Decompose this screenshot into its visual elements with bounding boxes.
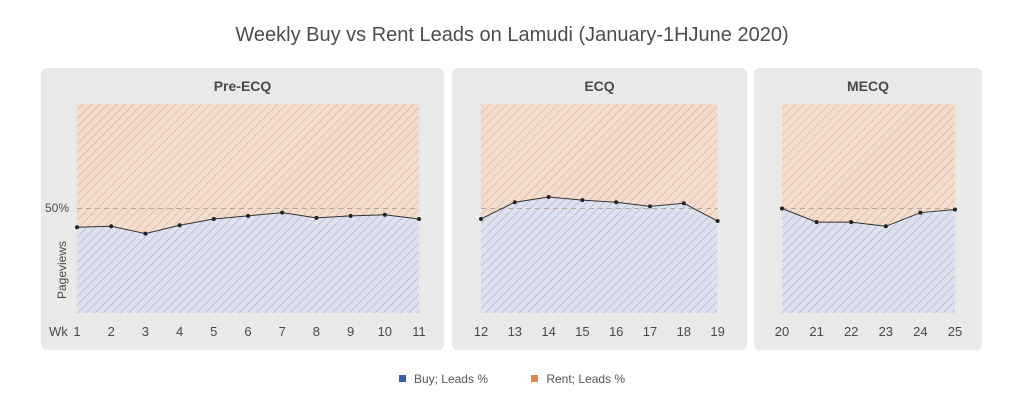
x-tick-wk-21: 21 [809, 324, 823, 339]
buy-point-wk-24 [918, 210, 923, 215]
buy-point-wk-15 [580, 198, 585, 203]
buy-point-wk-12 [479, 216, 483, 221]
buy-point-wk-5 [211, 216, 216, 221]
buy-point-wk-8 [314, 215, 319, 220]
buy-point-wk-7 [280, 210, 285, 215]
x-tick-wk-3: 3 [142, 324, 149, 339]
x-tick-wk-23: 23 [879, 324, 893, 339]
rent-area-mecq [782, 104, 955, 227]
x-tick-wk-2: 2 [108, 324, 115, 339]
buy-point-wk-3 [143, 231, 148, 236]
x-tick-wk-13: 13 [508, 324, 522, 339]
x-tick-wk-17: 17 [643, 324, 657, 339]
legend-item-rent: Rent; Leads % [531, 372, 625, 386]
legend-swatch-buy [398, 375, 406, 383]
buy-point-wk-16 [614, 200, 619, 205]
buy-point-wk-17 [648, 204, 652, 209]
legend: Buy; Leads % Rent; Leads % [0, 372, 1024, 386]
x-tick-wk-14: 14 [541, 324, 555, 339]
buy-point-wk-6 [246, 213, 250, 218]
x-tick-wk-12: 12 [474, 324, 488, 339]
x-tick-wk-24: 24 [913, 324, 927, 339]
legend-swatch-rent [531, 375, 539, 383]
x-tick-wk-16: 16 [609, 324, 623, 339]
rent-area-ecq [481, 104, 718, 222]
legend-item-buy: Buy; Leads % [398, 372, 488, 386]
x-tick-wk-11: 11 [412, 324, 426, 339]
buy-point-wk-10 [382, 212, 387, 217]
x-tick-wk-8: 8 [313, 324, 320, 339]
x-tick-wk-20: 20 [775, 324, 789, 339]
y-reference-label: 50% [45, 201, 69, 215]
buy-area-ecq [481, 197, 718, 313]
x-tick-wk-25: 25 [948, 324, 962, 339]
buy-line-mecq [781, 208, 956, 227]
buy-point-wk-20 [780, 206, 784, 211]
buy-point-wk-14 [546, 195, 551, 200]
x-tick-wk-4: 4 [176, 324, 183, 339]
y-axis-label: Pageviews [55, 241, 69, 299]
legend-label-rent: Rent; Leads % [546, 372, 626, 386]
buy-line-ecq [480, 196, 718, 222]
buy-point-wk-18 [681, 201, 686, 206]
buy-point-wk-2 [109, 224, 114, 229]
legend-label-buy: Buy; Leads % [413, 372, 488, 386]
x-tick-wk-9: 9 [347, 324, 354, 339]
panel-title-ecq: ECQ [584, 78, 615, 94]
x-tick-wk-10: 10 [378, 324, 392, 339]
x-tick-wk-15: 15 [575, 324, 589, 339]
buy-point-wk-11 [417, 216, 421, 221]
buy-point-wk-21 [814, 220, 819, 225]
buy-area-pre-ecq [77, 212, 419, 313]
buy-point-wk-9 [348, 213, 353, 218]
buy-point-wk-1 [75, 225, 79, 230]
buy-point-wk-23 [883, 224, 888, 229]
buy-point-wk-25 [953, 207, 957, 212]
buy-point-wk-4 [177, 223, 182, 228]
panel-title-mecq: MECQ [847, 78, 889, 94]
x-tick-wk-5: 5 [210, 324, 217, 339]
x-tick-wk-7: 7 [279, 324, 286, 339]
panel-title-pre-ecq: Pre-ECQ [213, 78, 272, 94]
x-prefix-label: Wk [49, 324, 68, 339]
buy-point-wk-13 [512, 200, 517, 205]
x-tick-wk-1: 1 [73, 324, 80, 339]
buy-point-wk-22 [849, 220, 854, 225]
rent-area-pre-ecq [77, 104, 419, 234]
chart-title: Weekly Buy vs Rent Leads on Lamudi (Janu… [235, 24, 789, 46]
buy-area-mecq [782, 208, 955, 313]
x-tick-wk-18: 18 [677, 324, 691, 339]
x-tick-wk-19: 19 [710, 324, 724, 339]
x-tick-wk-22: 22 [844, 324, 858, 339]
x-tick-wk-6: 6 [244, 324, 251, 339]
buy-point-wk-19 [715, 219, 720, 224]
